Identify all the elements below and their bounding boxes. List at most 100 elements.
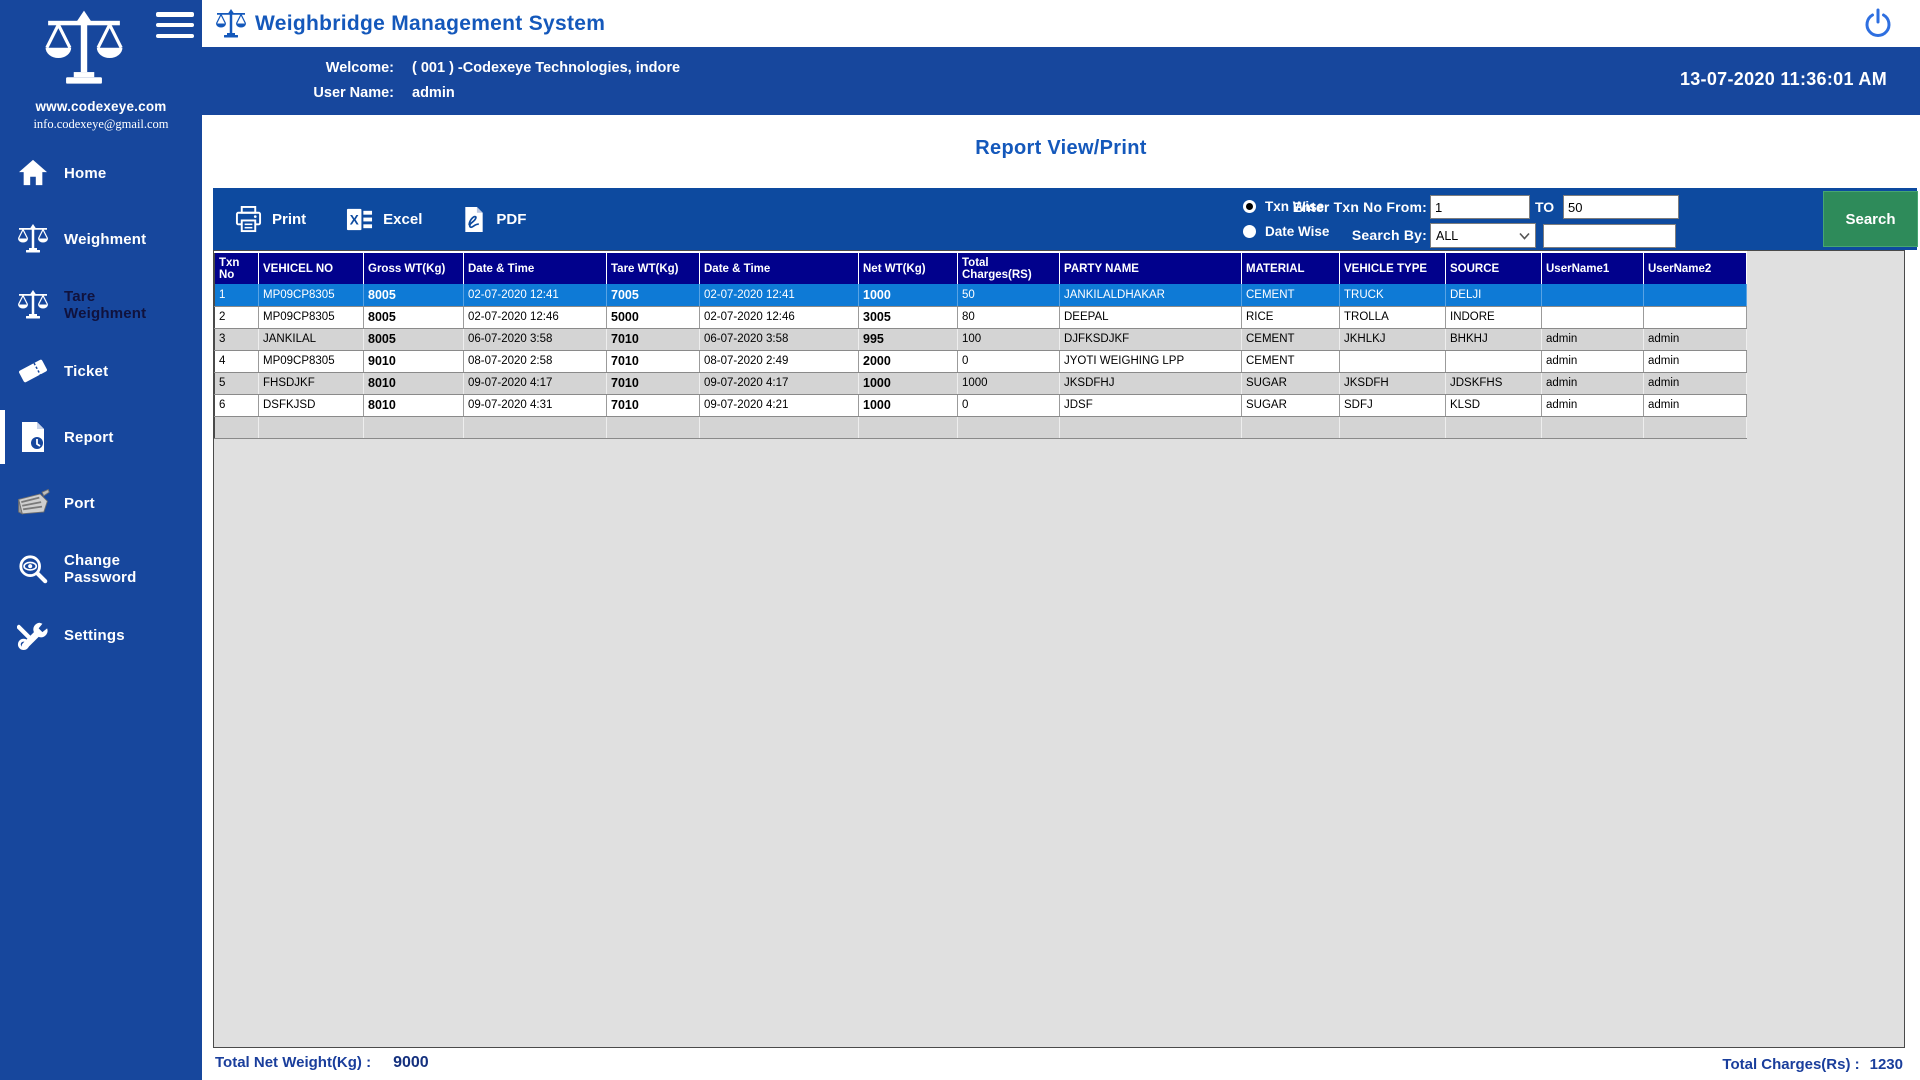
column-header[interactable]: UserName2 <box>1643 251 1747 284</box>
table-cell: JDSKFHS <box>1445 372 1542 395</box>
column-header[interactable]: Date & Time <box>699 251 859 284</box>
sidebar-item-settings[interactable]: Settings <box>0 602 202 668</box>
column-header[interactable]: SOURCE <box>1445 251 1542 284</box>
table-cell: 1000 <box>858 394 958 417</box>
sidebar-item-ticket[interactable]: Ticket <box>0 338 202 404</box>
table-row[interactable]: 5 FHSDJKF 8010 09-07-2020 4:17 7010 09-07-202… <box>214 372 1747 395</box>
datetime-text: 13-07-2020 11:36:01 AM <box>1679 69 1887 89</box>
power-icon[interactable] <box>1862 8 1894 40</box>
table-cell <box>1541 416 1644 439</box>
table-cell: 6 <box>214 394 259 417</box>
table-cell: 7010 <box>606 372 700 395</box>
table-cell: admin <box>1541 328 1644 351</box>
print-label: Print <box>272 210 307 228</box>
pdf-button[interactable]: PDF <box>462 206 526 233</box>
column-header[interactable]: VEHICEL NO <box>258 251 364 284</box>
column-header[interactable]: Total Charges(RS) <box>957 251 1060 284</box>
table-cell: INDORE <box>1445 306 1542 329</box>
table-row[interactable]: 4 MP09CP8305 9010 08-07-2020 2:58 7010 08-07-… <box>214 350 1747 373</box>
table-row[interactable]: 3 JANKILAL 8005 06-07-2020 3:58 7010 06-07-20… <box>214 328 1747 351</box>
date-wise-radio[interactable]: Date Wise <box>1243 221 1329 241</box>
date-wise-label: Date Wise <box>1265 223 1330 239</box>
total-net-weight-value: 9000 <box>393 1054 429 1071</box>
sidebar-item-home[interactable]: Home <box>0 140 202 206</box>
sidebar-item-change-password[interactable]: Change Password <box>0 536 202 602</box>
table-cell: CEMENT <box>1241 350 1340 373</box>
table-cell: SDFJ <box>1339 394 1446 417</box>
logo: www.codexeye.com info.codexeye@gmail.com <box>0 0 202 132</box>
table-cell <box>699 416 859 439</box>
table-row[interactable]: 6 DSFKJSD 8010 09-07-2020 4:31 7010 09-07-202… <box>214 394 1747 417</box>
table-cell: CEMENT <box>1241 328 1340 351</box>
table-cell: 7010 <box>606 394 700 417</box>
sidebar-item-label: Weighment <box>64 230 147 248</box>
sidebar-item-weighment[interactable]: Weighment <box>0 206 202 272</box>
sidebar-item-tare-weighment[interactable]: Tare Weighment <box>0 272 202 338</box>
table-cell: JKHLKJ <box>1339 328 1446 351</box>
table-row[interactable]: 2 MP09CP8305 8005 02-07-2020 12:46 5000 02-07… <box>214 306 1747 329</box>
table-cell: JANKILAL <box>258 328 364 351</box>
table-cell: 1000 <box>957 372 1060 395</box>
column-header[interactable]: Tare WT(Kg) <box>606 251 700 284</box>
search-by-value: ALL <box>1436 228 1459 243</box>
print-button[interactable]: Print <box>235 205 307 233</box>
search-button[interactable]: Search <box>1823 191 1918 247</box>
table-cell: 02-07-2020 12:41 <box>463 284 607 307</box>
table-cell <box>1059 416 1242 439</box>
table-cell: 7005 <box>606 284 700 307</box>
excel-button[interactable]: X Excel <box>346 206 422 233</box>
total-net-weight-label: Total Net Weight(Kg) : <box>215 1054 372 1071</box>
sidebar-item-label: Tare Weighment <box>64 288 147 322</box>
column-header[interactable]: Gross WT(Kg) <box>363 251 464 284</box>
column-header[interactable]: UserName1 <box>1541 251 1644 284</box>
table-cell: admin <box>1643 328 1747 351</box>
search-by-select[interactable]: ALL <box>1430 223 1536 248</box>
column-header[interactable]: Net WT(Kg) <box>858 251 958 284</box>
column-header[interactable]: Date & Time <box>463 251 607 284</box>
column-header[interactable]: VEHICLE TYPE <box>1339 251 1446 284</box>
table-cell: DJFKSDJKF <box>1059 328 1242 351</box>
sidebar-item-report[interactable]: Report <box>0 404 202 470</box>
pdf-icon <box>465 206 484 232</box>
table-cell: 02-07-2020 12:46 <box>463 306 607 329</box>
excel-icon: X <box>347 208 373 230</box>
table-cell: 0 <box>957 350 1060 373</box>
table-cell: BHKHJ <box>1445 328 1542 351</box>
sidebar-item-port[interactable]: Port <box>0 470 202 536</box>
column-header[interactable]: PARTY NAME <box>1059 251 1242 284</box>
report-table-body: 1 MP09CP8305 8005 02-07-2020 12:41 7005 02-07… <box>214 284 1747 439</box>
txn-to-input[interactable] <box>1563 195 1679 219</box>
table-cell: MP09CP8305 <box>258 306 364 329</box>
table-cell <box>1445 350 1542 373</box>
table-cell: 4 <box>214 350 259 373</box>
sidebar: www.codexeye.com info.codexeye@gmail.com… <box>0 0 202 1080</box>
table-cell: 1 <box>214 284 259 307</box>
home-icon <box>15 159 51 187</box>
table-row[interactable]: 1 MP09CP8305 8005 02-07-2020 12:41 7005 02-07… <box>214 284 1747 307</box>
table-cell: 80 <box>957 306 1060 329</box>
table-cell: RICE <box>1241 306 1340 329</box>
scale-logo-icon <box>45 10 123 84</box>
search-text-input[interactable] <box>1543 224 1676 248</box>
table-cell: 8005 <box>363 306 464 329</box>
table-cell: 995 <box>858 328 958 351</box>
table-cell: 02-07-2020 12:41 <box>699 284 859 307</box>
sidebar-item-label: Change Password <box>64 552 137 586</box>
txn-wise-radio[interactable]: Txn Wise <box>1243 196 1329 216</box>
table-cell: TROLLA <box>1339 306 1446 329</box>
txn-from-input[interactable] <box>1430 195 1530 219</box>
table-cell: FHSDJKF <box>258 372 364 395</box>
table-cell <box>957 416 1060 439</box>
table-cell: 8010 <box>363 394 464 417</box>
column-header[interactable]: Txn No <box>214 251 259 284</box>
printer-icon <box>235 205 262 232</box>
table-cell: 09-07-2020 4:21 <box>699 394 859 417</box>
chevron-down-icon <box>1519 232 1530 240</box>
table-cell: 9010 <box>363 350 464 373</box>
hamburger-menu-icon[interactable] <box>156 12 194 38</box>
email-text: info.codexeye@gmail.com <box>33 117 169 131</box>
column-header[interactable]: MATERIAL <box>1241 251 1340 284</box>
table-cell: TRUCK <box>1339 284 1446 307</box>
search-by-label: Search By: <box>1351 227 1427 243</box>
table-cell: 100 <box>957 328 1060 351</box>
